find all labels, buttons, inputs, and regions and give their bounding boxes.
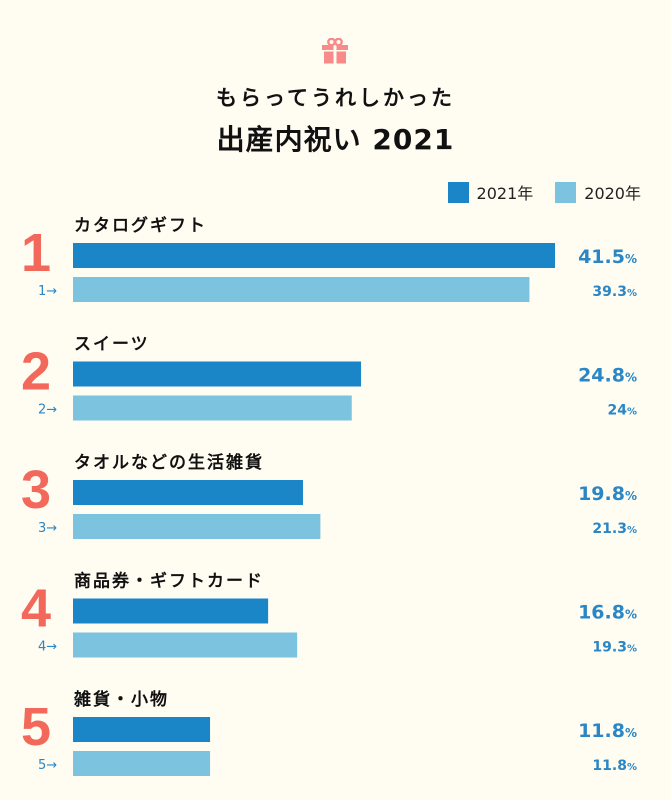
bar-2021 — [73, 598, 269, 624]
bar-2020 — [73, 632, 298, 658]
previous-rank-label: 4→ — [38, 640, 57, 655]
rank-number: 2 — [21, 342, 51, 402]
legend-swatch-2021 — [447, 181, 469, 203]
previous-rank-label: 3→ — [38, 521, 57, 536]
value-label-2020: 11.8% — [592, 758, 637, 774]
bar-2021 — [73, 480, 303, 505]
bar-2021 — [73, 361, 362, 387]
value-label-2021: 16.8% — [578, 602, 637, 624]
bar-2020 — [73, 514, 321, 539]
category-label: カタログギフト — [74, 215, 207, 236]
category-label: タオルなどの生活雑貨 — [74, 452, 264, 473]
rank-number: 5 — [21, 697, 51, 757]
legend: 2021年 2020年 — [426, 180, 641, 204]
value-label-2020: 19.3% — [592, 640, 637, 656]
rank-number: 4 — [21, 579, 51, 639]
bar-2020 — [73, 277, 530, 302]
category-label: 商品券・ギフトカード — [74, 571, 264, 592]
legend-item-2021: 2021年 — [447, 180, 534, 204]
title-line-1: もらってうれしかった — [216, 86, 455, 110]
value-label-2020: 24% — [607, 403, 637, 419]
legend-label-2021: 2021年 — [476, 184, 534, 203]
value-label-2021: 11.8% — [578, 720, 637, 742]
bar-2021 — [73, 243, 555, 268]
category-label: 雑貨・小物 — [73, 689, 169, 710]
legend-label-2020: 2020年 — [584, 184, 641, 203]
legend-swatch-2020 — [555, 181, 577, 203]
title-line-2: 出産内祝い 2021 — [216, 123, 455, 156]
previous-rank-label: 5→ — [38, 758, 57, 773]
previous-rank-label: 2→ — [38, 403, 57, 418]
bar-2021 — [73, 717, 211, 742]
value-label-2020: 39.3% — [592, 284, 637, 300]
legend-item-2020: 2020年 — [555, 180, 641, 204]
previous-rank-label: 1→ — [38, 284, 57, 299]
gift-icon — [322, 38, 348, 64]
category-label: スイーツ — [74, 335, 150, 355]
value-label-2020: 21.3% — [592, 521, 637, 537]
rank-number: 3 — [21, 460, 51, 520]
value-label-2021: 41.5% — [578, 246, 637, 268]
bar-2020 — [73, 395, 352, 421]
rank-number: 1 — [21, 223, 51, 283]
value-label-2021: 24.8% — [578, 365, 637, 387]
value-label-2021: 19.8% — [578, 483, 637, 505]
bar-2020 — [73, 751, 211, 776]
